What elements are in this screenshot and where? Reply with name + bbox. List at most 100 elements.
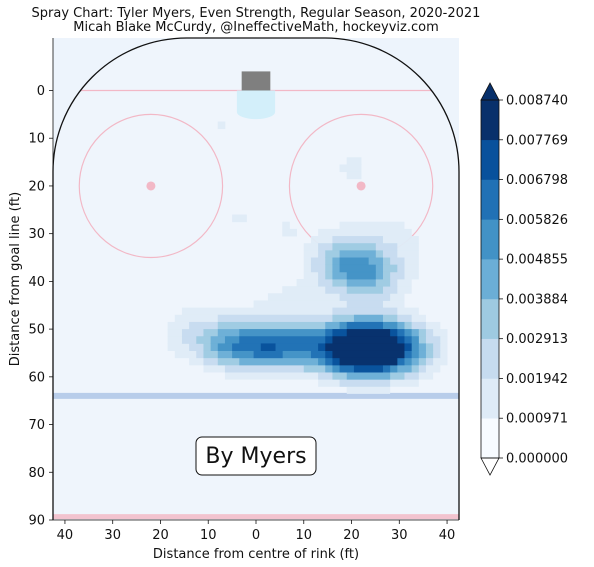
colorbar-frame	[480, 99, 500, 459]
density-cell	[282, 221, 290, 230]
colorbar-segment	[481, 298, 499, 339]
y-axis-ticks: 0 10 20 30 40 50 60 70 80 90	[28, 84, 53, 529]
density-cell	[346, 171, 362, 180]
density-contours	[167, 121, 448, 394]
annotation-text: By Myers	[205, 444, 306, 469]
colorbar-tick-label: 0.000971	[506, 412, 568, 427]
density-cell	[332, 336, 398, 344]
colorbar-segment	[481, 378, 499, 419]
colorbar-segment	[481, 338, 499, 379]
density-cell	[332, 243, 376, 251]
density-cell	[217, 121, 226, 130]
y-tick-label: 20	[28, 179, 45, 194]
faceoff-dot-right	[356, 181, 366, 191]
density-cell	[217, 314, 412, 323]
y-tick-label: 80	[28, 466, 45, 481]
density-cell	[339, 257, 369, 266]
density-cell	[339, 264, 376, 273]
density-cell	[339, 379, 391, 387]
faceoff-dot-left	[146, 181, 156, 191]
density-level-8	[325, 329, 405, 366]
x-tick-label: 10	[295, 528, 312, 543]
density-cell	[353, 364, 383, 373]
chart-title: Spray Chart: Tyler Myers, Even Strength,…	[32, 6, 481, 21]
y-tick-label: 70	[28, 418, 45, 433]
density-cell	[325, 343, 405, 351]
density-cell	[339, 357, 398, 366]
colorbar-segment	[481, 100, 499, 141]
density-cell	[339, 293, 391, 301]
x-tick-label: 40	[439, 528, 456, 543]
density-cell	[267, 293, 405, 301]
x-axis-ticks: 40 30 20 10 0 10 20 30 40	[57, 520, 456, 543]
density-cell	[346, 286, 383, 294]
x-tick-label: 20	[152, 528, 169, 543]
density-cell	[346, 386, 391, 394]
colorbar-tick-label: 0.001942	[506, 372, 568, 387]
colorbar-segment	[481, 418, 499, 459]
colorbar-tick-label: 0.000000	[506, 452, 568, 467]
density-cell	[217, 321, 412, 330]
density-cell	[346, 372, 391, 380]
density-cell	[282, 228, 297, 237]
colorbar-max-extension	[480, 82, 500, 101]
rink-boards	[52, 37, 460, 520]
colorbar-tick-label: 0.004855	[506, 253, 568, 268]
y-axis-label: Distance from goal line (ft)	[8, 192, 23, 366]
colorbar-tick-label: 0.002913	[506, 332, 568, 347]
density-cell	[332, 236, 383, 244]
goal-crease	[236, 90, 276, 120]
faceoff-circle-left	[78, 113, 224, 259]
y-tick-label: 50	[28, 323, 45, 338]
density-cell	[332, 307, 398, 316]
colorbar-tick-label: 0.008740	[506, 94, 568, 109]
colorbar: 0.000000 0.000971 0.001942 0.002913 0.003884…	[480, 82, 568, 476]
density-cell	[232, 214, 247, 223]
colorbar-segment	[481, 219, 499, 260]
density-cell	[346, 157, 362, 165]
goal-net	[241, 71, 271, 91]
colorbar-tick-label: 0.006798	[506, 173, 568, 188]
density-cell	[346, 271, 376, 280]
density-cell	[318, 228, 412, 237]
density-cell	[353, 314, 383, 323]
annotation-box: By Myers	[195, 436, 317, 476]
density-cell	[181, 307, 419, 316]
x-tick-label: 40	[57, 528, 74, 543]
y-tick-label: 40	[28, 275, 45, 290]
y-tick-label: 90	[28, 514, 45, 529]
density-cell	[346, 300, 383, 309]
density-cell	[253, 350, 283, 359]
density-cell	[339, 221, 405, 230]
colorbar-segment	[481, 179, 499, 220]
y-tick-label: 0	[37, 84, 45, 99]
density-cell	[260, 343, 276, 351]
colorbar-tick-label: 0.007769	[506, 133, 568, 148]
colorbar-tick-label: 0.005826	[506, 213, 568, 228]
density-cell	[339, 250, 376, 258]
density-cell	[346, 279, 376, 287]
rink-markings	[53, 71, 459, 520]
density-cell	[339, 164, 362, 173]
annotation-box-frame	[195, 436, 317, 476]
x-tick-label: 30	[104, 528, 121, 543]
y-tick-label: 30	[28, 227, 45, 242]
x-tick-label: 0	[252, 528, 260, 543]
x-tick-label: 30	[391, 528, 408, 543]
chart-subtitle: Micah Blake McCurdy, @IneffectiveMath, h…	[73, 20, 439, 35]
colorbar-segment	[481, 139, 499, 180]
colorbar-tick-label: 0.003884	[506, 292, 568, 307]
colorbar-min-extension	[480, 457, 500, 476]
colorbar-segment	[481, 259, 499, 300]
y-tick-label: 60	[28, 370, 45, 385]
x-tick-label: 10	[200, 528, 217, 543]
density-cell	[253, 300, 405, 309]
density-cell	[332, 350, 405, 359]
x-tick-label: 20	[343, 528, 360, 543]
x-axis-label: Distance from centre of rink (ft)	[153, 547, 359, 562]
density-cell	[346, 321, 383, 330]
rink-surface	[53, 38, 459, 520]
y-tick-label: 10	[28, 132, 45, 147]
density-cell	[346, 329, 391, 337]
